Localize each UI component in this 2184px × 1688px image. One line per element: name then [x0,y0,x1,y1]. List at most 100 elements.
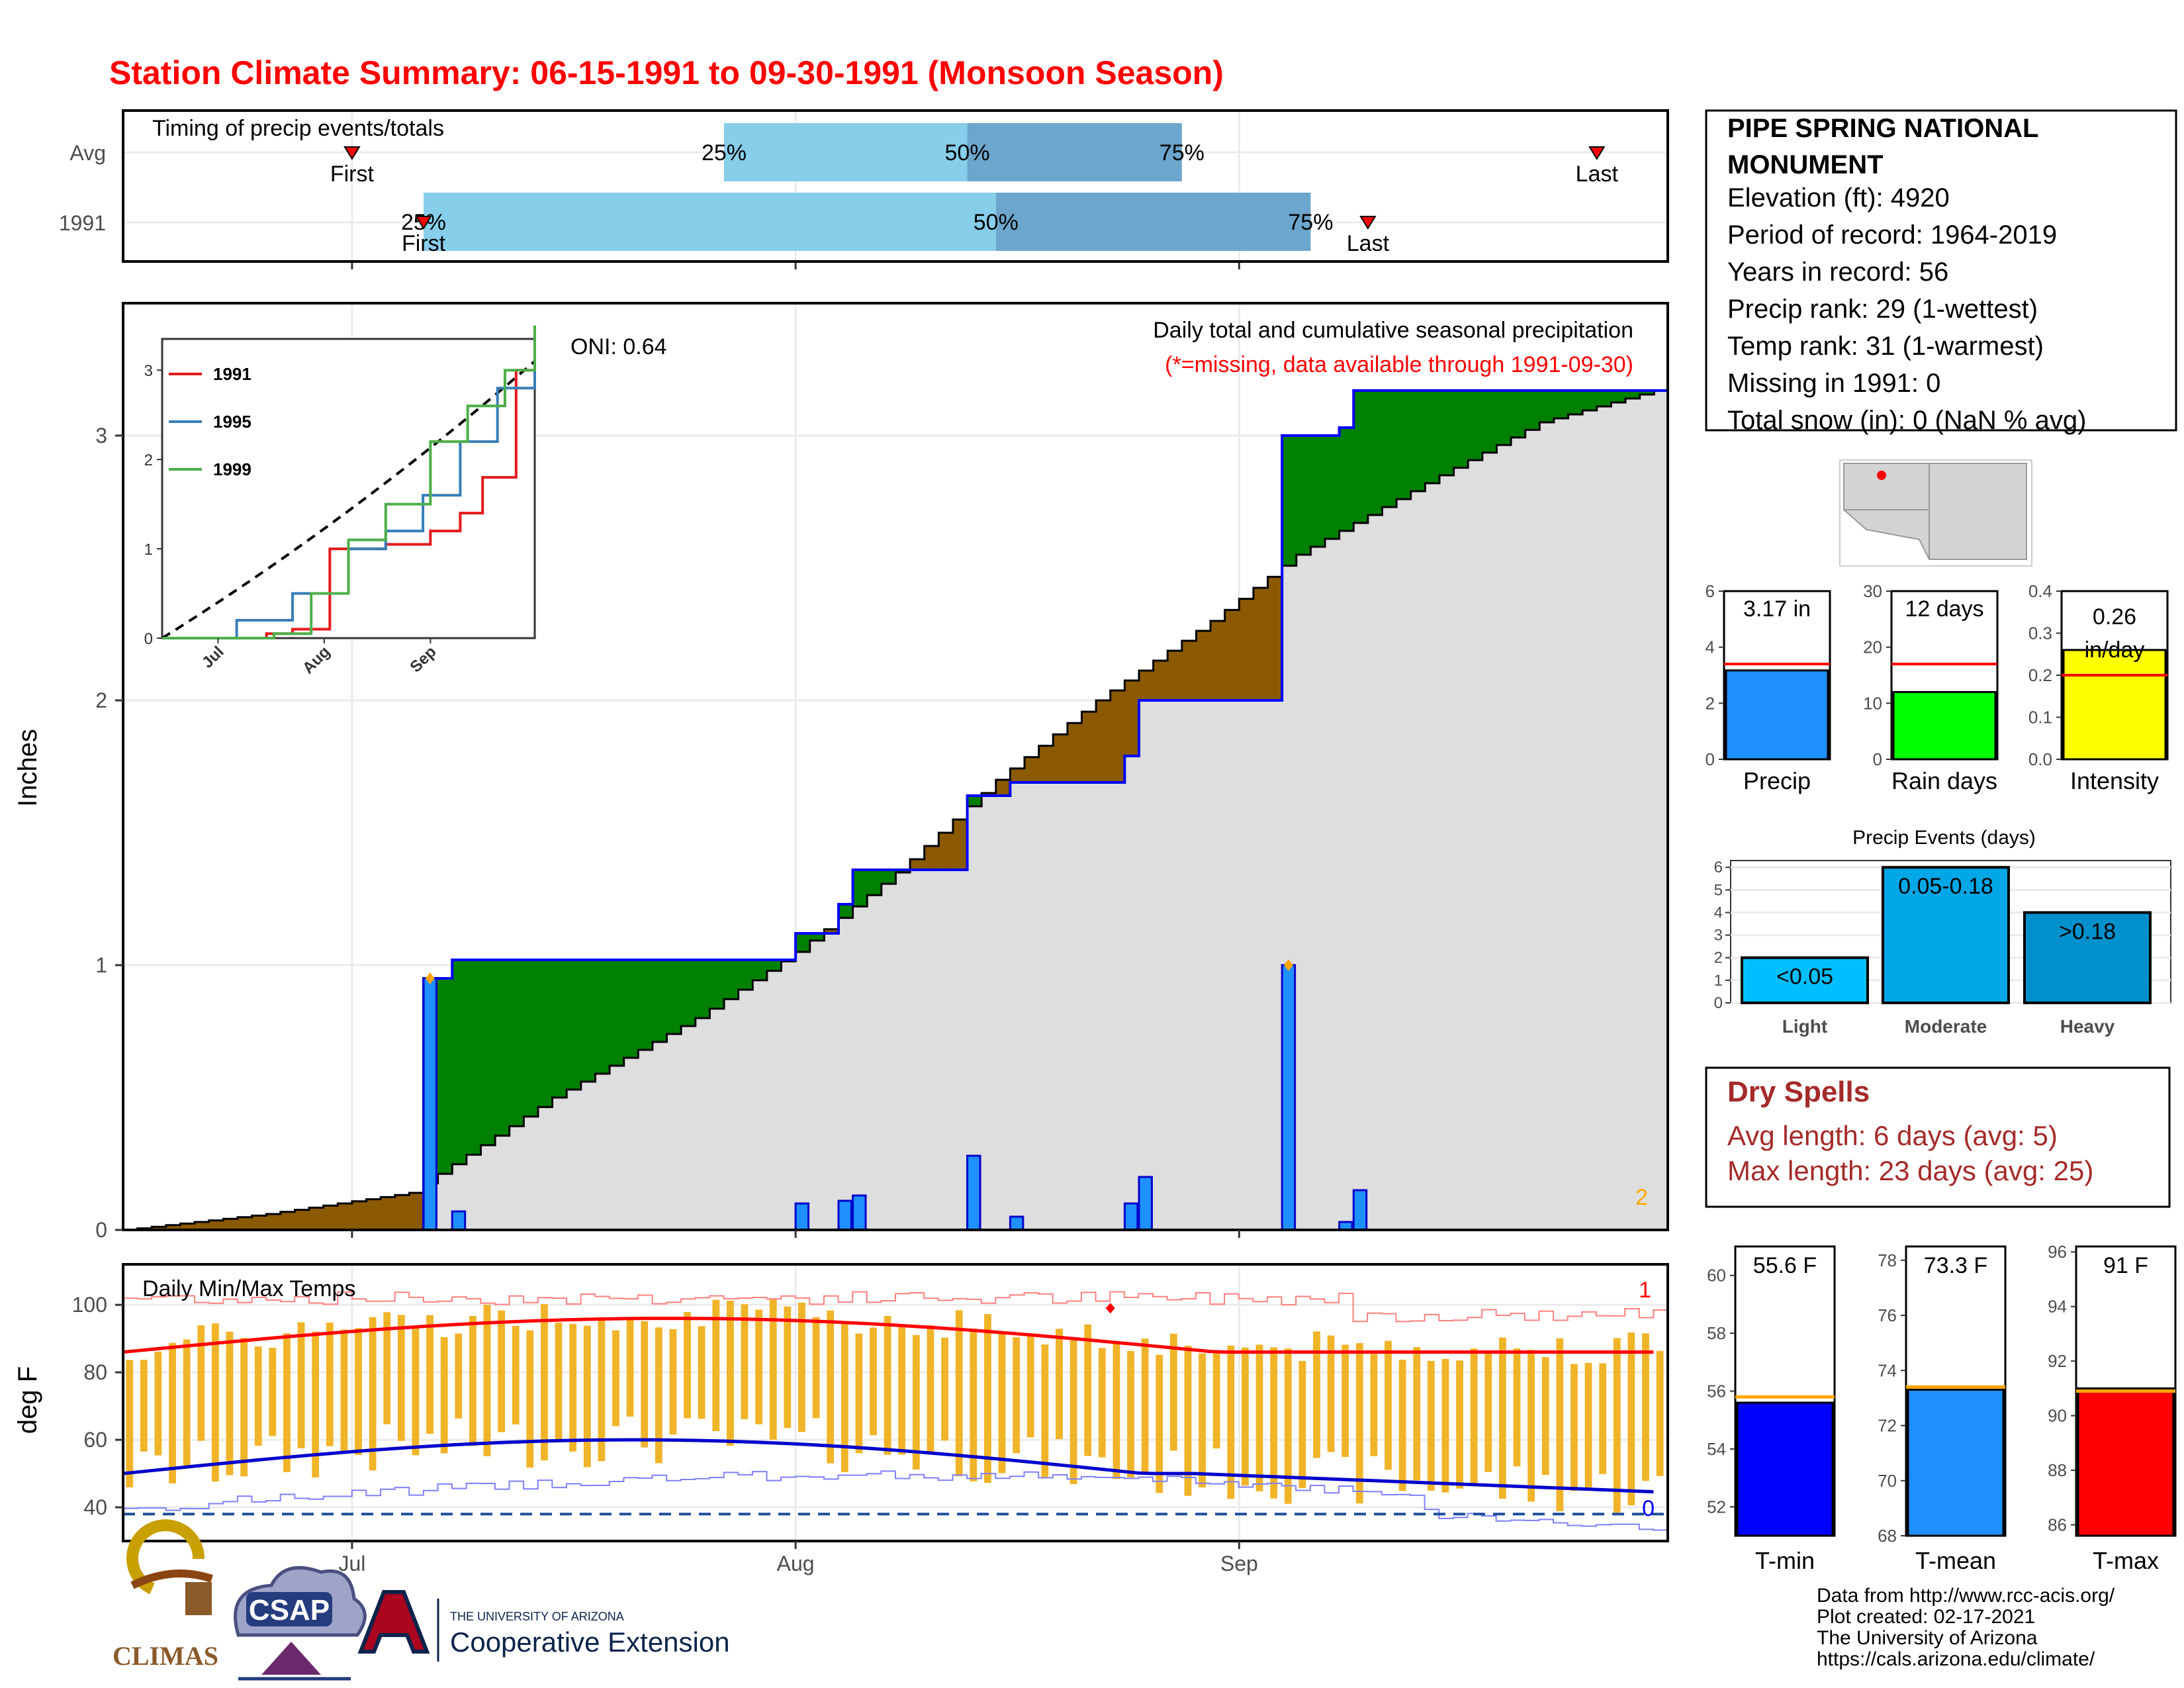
daily-temp-bar [1212,1351,1220,1449]
daily-temp-bar [383,1312,391,1425]
timing-p50-label: 50% [974,210,1019,235]
temp-summary-tick: 68 [1878,1526,1897,1546]
daily-temp-bar [1470,1348,1478,1484]
daily-temp-bar [1041,1344,1049,1479]
inset-ytick-label: 3 [144,362,153,380]
month-xtick-label: Aug [777,1552,815,1575]
deficit-fill [1196,631,1211,700]
surplus-fill [867,870,882,896]
daily-precip-bar [1138,1176,1153,1231]
daily-temp-bar [440,1336,448,1454]
inset-legend-1991: 1991 [213,364,251,384]
daily-temp-bar [1098,1348,1106,1458]
summary-bar-label: Precip [1743,767,1811,794]
daily-temp-bar [1513,1348,1521,1467]
daily-temp-bar [1527,1349,1535,1502]
precip-ytick-label: 3 [95,424,107,447]
daily-temp-bar [240,1338,248,1477]
events-tick-label: 1 [1714,972,1723,990]
events-tick-label: 4 [1714,904,1723,921]
surplus-fill [1482,391,1497,453]
summary-bar-label: Intensity [2070,767,2159,794]
deficit-fill [266,1214,281,1230]
daily-temp-bar [541,1304,548,1461]
deficit-fill [1038,745,1054,782]
daily-temp-bar [1069,1338,1077,1484]
credit-university: The University of Arizona [1817,1627,2038,1649]
deficit-fill [952,820,968,870]
daily-precip-bar [966,1154,981,1231]
daily-temp-bar [769,1298,777,1440]
summary-value-label: 3.17 in [1743,596,1811,622]
surplus-fill [796,933,811,952]
deficit-fill [295,1209,310,1230]
temp-summary-bar-T-mean [1907,1388,2005,1537]
summary-bar-Rain days [1892,690,1997,761]
surplus-fill [967,796,982,806]
deficit-fill [995,780,1011,796]
deficit-fill [1210,621,1226,700]
daily-temp-bar [970,1329,978,1481]
temp-summary-tick: 58 [1707,1323,1726,1343]
deficit-fill [1224,610,1240,700]
surplus-fill [681,960,696,1026]
events-bar-Heavy [2023,911,2152,1004]
missing-note: (*=missing, data available through 1991-… [1165,352,1633,377]
daily-temp-bar [283,1333,291,1472]
surplus-fill [1511,391,1526,438]
temp-ytick-label: 100 [72,1293,107,1317]
credit-plot-created: Plot created: 02-17-2021 [1817,1606,2035,1628]
temp-label: Daily Min/Max Temps [142,1276,355,1301]
surplus-fill [838,904,854,918]
precip-panel: 0 1 2 3 Inches ONI: 0.64 Daily total and cu… [13,302,1669,1242]
summary-tick-label: 0.1 [2028,708,2052,727]
precip-ytick-label: 0 [95,1218,107,1242]
surplus-fill [1382,391,1397,507]
daily-temp-bar [154,1351,162,1456]
surplus-fill [752,960,768,980]
daily-temp-bar [197,1325,205,1441]
temp-summary-label: T-max [2093,1547,2159,1574]
surplus-fill [1625,391,1641,399]
station-name-line2: MONUMENT [1727,150,1884,179]
dry-spells-title: Dry Spells [1727,1076,1870,1108]
daily-temp-bar [912,1335,920,1470]
summary-tick-label: 0.3 [2028,624,2052,643]
surplus-fill [666,960,682,1034]
surplus-fill [610,960,625,1066]
deficit-fill [1067,723,1083,782]
daily-temp-bar [1642,1333,1649,1481]
temp-summary-tick: 72 [1878,1416,1897,1436]
summary-bar-Intensity [2062,649,2167,761]
deficit-fill [394,1195,410,1230]
daily-temp-bar [1227,1345,1235,1499]
max-day-marker [425,972,435,984]
daily-temp-bar [1327,1335,1335,1452]
csap-wordmark: CSAP [249,1594,330,1626]
deficit-fill [1081,712,1097,782]
deficit-fill [910,859,925,870]
daily-temp-bar [312,1331,320,1477]
daily-temp-bar [1284,1348,1292,1504]
surplus-fill [595,960,610,1074]
dry-spells-avg: Avg length: 6 days (avg: 5) [1727,1120,2058,1151]
temp-summary-value: 91 F [2103,1253,2148,1278]
deficit-fill [237,1217,253,1230]
deficit-fill [208,1220,224,1230]
daily-temp-bar [598,1317,606,1462]
daily-temp-bar [1056,1329,1063,1440]
deficit-fill [338,1203,353,1230]
temp-summary-bar-T-max [2077,1387,2175,1537]
daily-temp-bar [827,1310,835,1464]
daily-temp-bar [1241,1347,1249,1486]
station-temp-rank: Temp rank: 31 (1-warmest) [1727,332,2044,361]
deficit-fill [1053,734,1068,782]
daily-temp-bar [983,1314,991,1483]
precip-subtitle: Daily total and cumulative seasonal prec… [1153,318,1633,343]
precip-ytick-label: 1 [95,953,107,977]
surplus-fill [452,960,467,1164]
daily-temp-bar [941,1337,948,1441]
surplus-fill [1296,436,1311,555]
daily-temp-bar [569,1323,577,1452]
